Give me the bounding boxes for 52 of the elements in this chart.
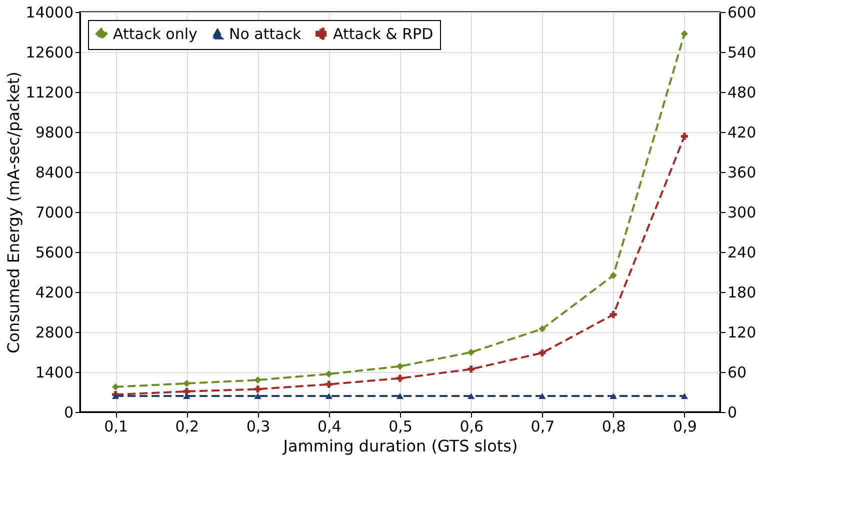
point [468,348,475,356]
point [254,376,262,384]
y2-tick-label: 0 [728,404,738,422]
y-tick-label: 9800 [35,124,74,142]
point [538,349,546,356]
y-tick-label: 4200 [35,284,74,302]
point [610,311,617,318]
y-tick-label: 1400 [35,364,74,382]
y-tick-label: 0 [64,404,74,422]
point [396,374,404,382]
y-tick-label: 14000 [26,4,74,22]
y2-tick-label: 540 [728,44,756,62]
point [538,325,546,332]
point [325,370,332,378]
x-tick-label: 0,8 [602,418,626,436]
x-tick-label: 0,9 [673,418,697,436]
point [610,272,617,279]
y2-tick-label: 480 [728,84,756,102]
x-tick-label: 0,6 [460,418,484,436]
legend-label: Attack & RPD [333,24,434,43]
y2-tick-label: 120 [728,324,756,342]
y2-tick-label: 360 [728,164,756,182]
y-tick-label: 2800 [35,324,74,342]
x-axis-title: Jamming duration (GTS slots) [282,436,518,456]
x-tick-label: 0,5 [388,418,412,436]
point [680,132,688,140]
y-tick-label: 7000 [35,204,74,222]
y2-tick-label: 300 [728,204,756,222]
x-tick-label: 0,4 [317,418,342,436]
x-tick-label: 0,1 [104,418,128,436]
legend-label: No attack [229,25,302,44]
y2-tick-label: 180 [728,284,756,302]
x-tick-label: 0,2 [175,418,200,436]
point [468,366,475,373]
point [680,30,688,38]
y2-tick-label: 420 [728,124,756,142]
y-tick-label: 11200 [26,84,74,102]
y-tick-label: 8400 [35,164,74,182]
y-tick-label: 5600 [35,244,74,262]
legend-label: Attack only [113,24,198,43]
y-tick-label: 12600 [26,44,74,62]
point [325,380,332,388]
x-tick-label: 0,7 [530,418,555,436]
point [396,362,404,370]
y-axis-title: Consumed Energy (mA-sec/packet) [4,72,23,354]
y2-tick-label: 600 [728,4,756,22]
y2-tick-label: 240 [728,244,756,262]
point [112,383,120,390]
x-tick-label: 0,3 [246,418,270,436]
point [254,386,262,393]
point [183,380,190,387]
y2-tick-label: 60 [728,364,747,382]
